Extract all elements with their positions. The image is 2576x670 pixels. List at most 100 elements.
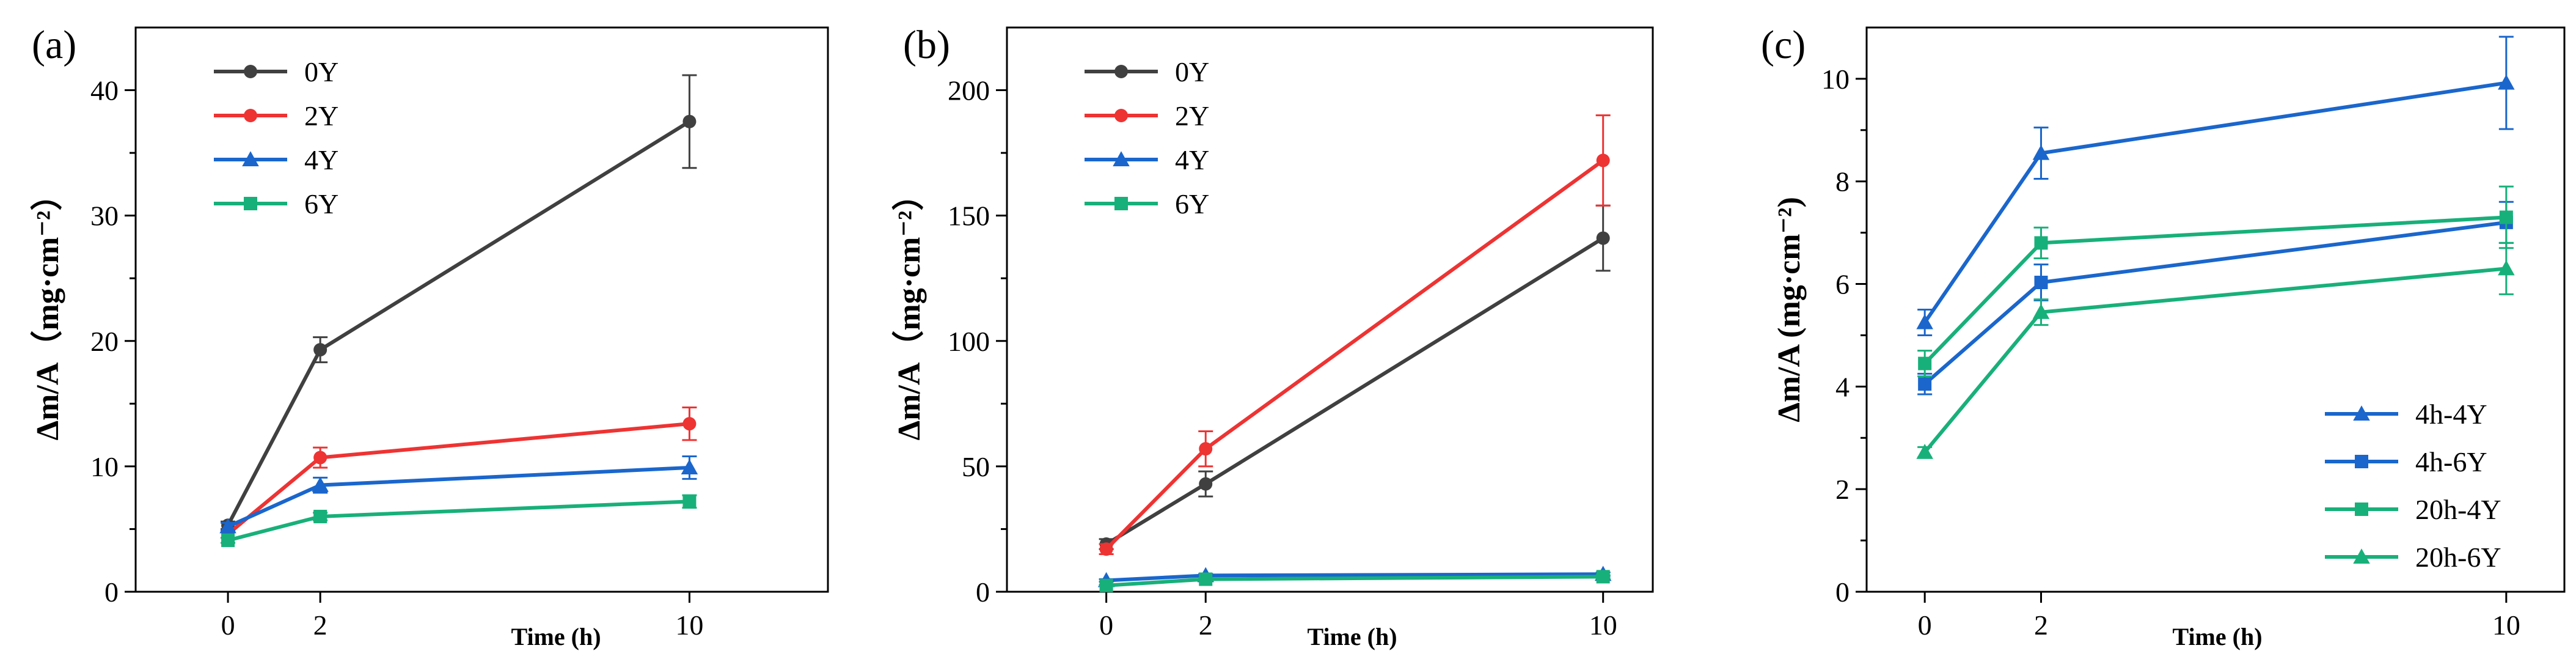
y-tick-label: 4	[1835, 371, 1850, 402]
series-line	[1923, 220, 2507, 386]
legend-label: 4h-4Y	[2415, 399, 2487, 430]
series-4h-6Y	[1917, 201, 2514, 396]
data-point	[682, 114, 697, 128]
legend-label: 20h-4Y	[2415, 494, 2501, 525]
legend-entry: 4h-6Y	[2325, 446, 2487, 477]
data-point	[682, 495, 697, 509]
y-tick-label: 10	[1821, 64, 1850, 95]
y-axis-title: Δm/A (mg·cm⁻²)	[1772, 197, 1807, 422]
legend-entry: 6Y	[1085, 188, 1209, 219]
x-tick-label: 10	[1589, 609, 1617, 641]
legend-marker	[244, 109, 257, 122]
y-tick-label: 8	[1835, 166, 1850, 197]
data-point	[2032, 303, 2050, 319]
series-4Y	[219, 455, 698, 534]
panel-label: (c)	[1761, 23, 1806, 67]
y-tick-label: 40	[90, 75, 119, 106]
data-point	[2498, 74, 2515, 90]
legend-label: 4Y	[304, 144, 338, 175]
series-2Y	[1099, 114, 1611, 556]
legend-marker	[2353, 548, 2370, 564]
legend-marker	[2353, 405, 2370, 421]
plot-frame	[1006, 26, 1654, 593]
legend-entry: 20h-4Y	[2325, 494, 2501, 525]
series-line	[227, 499, 690, 542]
data-point	[1918, 356, 1932, 370]
legend-marker	[242, 151, 259, 166]
x-tick-label: 2	[2034, 609, 2048, 641]
data-point	[1596, 153, 1610, 167]
legend-marker	[2355, 455, 2368, 468]
data-point	[1199, 442, 1213, 456]
data-point	[1596, 231, 1610, 245]
y-tick-label: 50	[962, 451, 990, 482]
series-4h-4Y	[1916, 35, 2515, 336]
y-tick-label: 2	[1835, 474, 1850, 505]
y-tick-label: 0	[104, 576, 119, 608]
legend-label: 4h-6Y	[2415, 446, 2487, 477]
data-point	[1916, 444, 1933, 459]
legend-label: 2Y	[304, 100, 338, 131]
series-2Y	[221, 406, 697, 541]
data-point	[1099, 542, 1113, 556]
data-point	[1199, 477, 1213, 491]
data-point	[2498, 260, 2515, 276]
data-point	[1596, 570, 1610, 584]
y-tick-label: 10	[90, 451, 119, 482]
legend-marker	[1114, 109, 1128, 122]
legend-label: 6Y	[1175, 188, 1209, 219]
data-point	[313, 451, 327, 465]
series-0Y	[1099, 204, 1611, 551]
panel-2: 0 2 10 0 2 4 6 8 10 (c) Time (h) Δm/A (mg·cm⁻²) 4h-4…	[1761, 23, 2566, 650]
series-line	[1105, 237, 1605, 546]
x-axis-title: Time (h)	[2172, 623, 2262, 650]
panel-label: (b)	[903, 23, 950, 67]
legend-marker	[1114, 197, 1128, 210]
y-tick-label: 0	[1835, 576, 1850, 608]
legend-entry: 0Y	[214, 56, 338, 87]
data-point	[313, 509, 327, 523]
legend-entry: 20h-6Y	[2325, 542, 2501, 573]
data-point	[1918, 377, 1932, 391]
series-0Y	[221, 74, 697, 532]
series-line	[1923, 215, 2506, 365]
data-point	[2034, 236, 2048, 250]
data-point	[1199, 572, 1213, 586]
series-6Y	[1099, 570, 1611, 592]
x-tick-label: 0	[1099, 609, 1113, 641]
series-line	[226, 120, 690, 526]
panel-0: 0 2 10 0 10 20 30 40 (a) Time (h) Δm/A（mg·cm⁻²） 0Y 2…	[30, 23, 829, 650]
legend-entry: 4Y	[214, 144, 338, 175]
legend-entry: 0Y	[1085, 56, 1209, 87]
y-tick-label: 0	[976, 576, 990, 608]
series-6Y	[221, 494, 697, 547]
y-axis-title: Δm/A（mg·cm⁻²）	[891, 179, 927, 440]
x-tick-label: 2	[1199, 609, 1213, 641]
x-tick-label: 10	[675, 609, 703, 641]
y-tick-label: 30	[90, 201, 119, 232]
data-point	[682, 417, 697, 431]
data-point	[221, 533, 235, 547]
data-point	[312, 476, 329, 492]
y-tick-label: 150	[948, 201, 990, 232]
legend-entry: 2Y	[214, 100, 338, 131]
legend-label: 20h-6Y	[2415, 542, 2501, 573]
legend-marker	[244, 65, 257, 78]
legend-marker	[2355, 502, 2368, 516]
y-tick-label: 200	[948, 75, 990, 106]
plot-frame	[134, 26, 829, 593]
plot-frame	[1865, 26, 2566, 593]
series-line	[1923, 81, 2507, 324]
data-point	[1916, 314, 1933, 329]
x-tick-label: 0	[1918, 609, 1932, 641]
legend-label: 4Y	[1175, 144, 1209, 175]
data-point	[1099, 578, 1113, 592]
y-tick-label: 6	[1835, 269, 1850, 300]
y-tick-label: 100	[948, 326, 990, 357]
data-point	[2034, 276, 2048, 290]
x-tick-label: 10	[2492, 609, 2520, 641]
y-tick-label: 20	[90, 326, 119, 357]
legend-entry: 6Y	[214, 188, 338, 219]
